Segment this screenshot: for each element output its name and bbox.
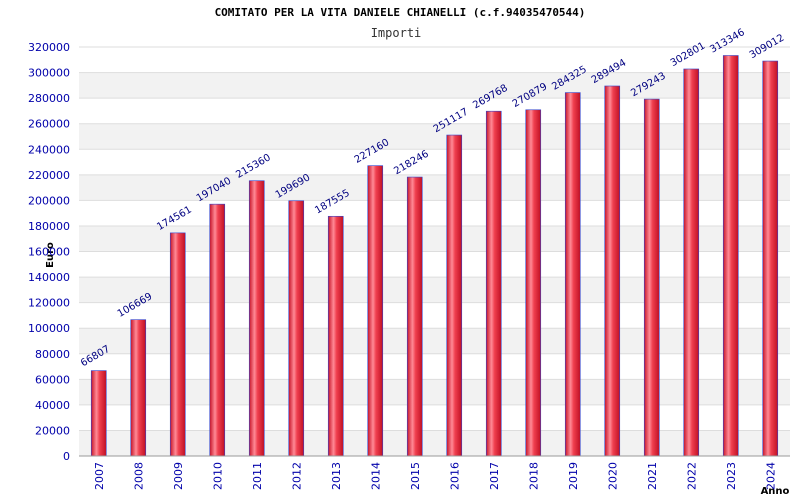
y-tick-label: 200000 bbox=[28, 194, 70, 207]
chart-title: COMITATO PER LA VITA DANIELE CHIANELLI (… bbox=[215, 6, 586, 19]
x-tick-label: 2018 bbox=[527, 462, 540, 490]
x-tick-label: 2016 bbox=[448, 462, 461, 490]
y-tick-label: 120000 bbox=[28, 297, 70, 310]
x-tick-labels: 2007 2008 2009 2010 2011 2012 2013 2014 2015 2016… bbox=[93, 462, 778, 490]
y-tick-label: 100000 bbox=[28, 322, 70, 335]
x-tick-label: 2010 bbox=[211, 462, 224, 490]
data-label: 313346 bbox=[708, 27, 747, 56]
bar bbox=[406, 176, 423, 457]
bar bbox=[130, 319, 147, 457]
y-tick-label: 280000 bbox=[28, 92, 70, 105]
bar bbox=[288, 200, 305, 457]
x-tick-label: 2014 bbox=[369, 462, 382, 490]
grid-band bbox=[79, 277, 790, 303]
grid-band bbox=[79, 225, 790, 252]
bar bbox=[525, 109, 542, 457]
grid-band bbox=[79, 123, 790, 150]
x-axis-label: Anno bbox=[761, 486, 790, 497]
y-tick-label: 40000 bbox=[35, 399, 70, 412]
bar bbox=[327, 215, 344, 457]
y-tick-label: 80000 bbox=[35, 348, 70, 361]
bar bbox=[485, 110, 502, 457]
x-tick-label: 2022 bbox=[685, 462, 698, 490]
grid-band bbox=[79, 174, 790, 201]
data-label: 218246 bbox=[392, 149, 431, 178]
y-tick-label: 140000 bbox=[28, 271, 70, 284]
x-tick-label: 2007 bbox=[93, 462, 106, 490]
bar bbox=[209, 203, 226, 457]
x-tick-label: 2023 bbox=[725, 462, 738, 490]
background-bands bbox=[79, 72, 790, 456]
x-tick-label: 2008 bbox=[132, 462, 145, 490]
x-tick-label: 2019 bbox=[567, 462, 580, 490]
y-tick-label: 160000 bbox=[28, 246, 70, 259]
y-tick-label: 320000 bbox=[28, 41, 70, 54]
bar bbox=[446, 134, 463, 457]
x-tick-label: 2020 bbox=[606, 462, 619, 490]
bar bbox=[248, 180, 265, 457]
x-tick-label: 2017 bbox=[488, 462, 501, 490]
y-tick-label: 240000 bbox=[28, 143, 70, 156]
chart-subtitle: Importi bbox=[371, 26, 422, 40]
bar bbox=[722, 55, 739, 457]
y-tick-label: 300000 bbox=[28, 67, 70, 80]
bar bbox=[367, 165, 384, 457]
data-label: 302801 bbox=[669, 41, 708, 70]
x-tick-label: 2011 bbox=[251, 462, 264, 490]
grid-band bbox=[79, 328, 790, 354]
bar bbox=[643, 98, 660, 457]
grid-band bbox=[79, 430, 790, 456]
x-tick-label: 2013 bbox=[330, 462, 343, 490]
x-tick-label: 2015 bbox=[409, 462, 422, 490]
y-tick-labels: 0 20000 40000 60000 80000 100000 120000 140000 1… bbox=[28, 41, 70, 463]
grid-band bbox=[79, 72, 790, 99]
y-tick-label: 260000 bbox=[28, 118, 70, 131]
y-axis-label: Euro bbox=[45, 242, 56, 268]
bar bbox=[90, 370, 107, 457]
y-tick-label: 180000 bbox=[28, 220, 70, 233]
bar bbox=[564, 92, 581, 457]
x-tick-label: 2021 bbox=[646, 462, 659, 490]
bar bbox=[169, 232, 186, 457]
y-tick-label: 220000 bbox=[28, 169, 70, 182]
x-tick-label: 2012 bbox=[290, 462, 303, 490]
bar bbox=[604, 85, 621, 457]
y-tick-label: 0 bbox=[63, 450, 70, 463]
x-tick-label: 2009 bbox=[172, 462, 185, 490]
bar bbox=[762, 60, 779, 457]
y-tick-label: 20000 bbox=[35, 424, 70, 437]
y-tick-label: 60000 bbox=[35, 373, 70, 386]
x-tick-label: 2024 bbox=[764, 462, 777, 490]
grid-band bbox=[79, 379, 790, 405]
bar bbox=[683, 68, 700, 457]
